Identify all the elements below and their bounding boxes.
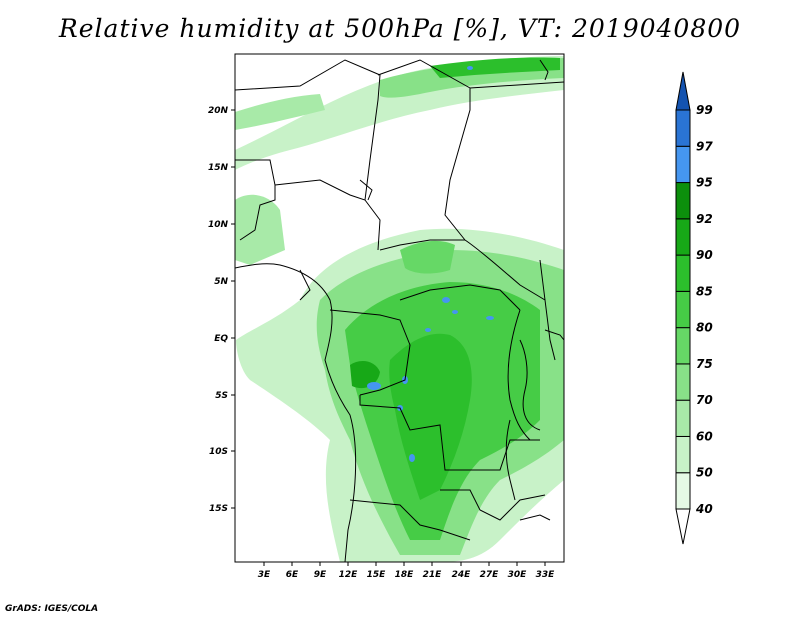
lat-label: 10S bbox=[209, 447, 228, 457]
credit-text: GrADS: IGES/COLA bbox=[5, 604, 99, 614]
lat-label: 5S bbox=[215, 391, 228, 401]
colorbar-label: 95 bbox=[696, 176, 713, 190]
colorbar-label: 70 bbox=[696, 393, 713, 407]
lat-label: 5N bbox=[214, 277, 228, 287]
colorbar-min-triangle bbox=[675, 508, 691, 545]
colorbar-segment bbox=[675, 435, 691, 474]
colorbar-label: 40 bbox=[695, 502, 713, 516]
colorbar-segment bbox=[675, 327, 691, 365]
colorbar-segment bbox=[675, 109, 691, 147]
colorbar-label: 75 bbox=[696, 357, 713, 371]
colorbar-segment bbox=[675, 254, 691, 292]
colorbar-segment bbox=[675, 145, 691, 184]
colorbar-segment bbox=[675, 182, 691, 220]
lon-label: 33E bbox=[536, 570, 556, 580]
humidity-field bbox=[235, 56, 564, 562]
colorbar-label: 50 bbox=[696, 466, 713, 480]
lat-label: 15N bbox=[208, 163, 229, 173]
colorbar-label: 99 bbox=[696, 103, 713, 117]
colorbar-label: 90 bbox=[696, 248, 713, 262]
lon-label: 6E bbox=[286, 570, 299, 580]
colorbar-label: 60 bbox=[696, 429, 713, 443]
lon-axis bbox=[263, 562, 546, 566]
colorbar-segment bbox=[675, 218, 691, 256]
lon-label: 30E bbox=[508, 570, 528, 580]
lat-axis bbox=[231, 109, 235, 509]
colorbar-segment bbox=[675, 290, 691, 329]
colorbar-label: 92 bbox=[696, 212, 713, 226]
colorbar-max-triangle bbox=[675, 71, 691, 111]
country-borders bbox=[235, 59, 564, 562]
lat-label: 20N bbox=[208, 106, 229, 116]
colorbar-label: 97 bbox=[696, 139, 713, 153]
lon-label: 21E bbox=[423, 570, 443, 580]
lon-label: 24E bbox=[452, 570, 472, 580]
lon-label: 27E bbox=[480, 570, 500, 580]
lon-label: 12E bbox=[339, 570, 359, 580]
lon-label: 9E bbox=[314, 570, 327, 580]
colorbar-label: 85 bbox=[696, 284, 713, 298]
colorbar: 40 50 60 70 75 80 85 90 92 95 97 99 bbox=[675, 71, 713, 545]
map-frame bbox=[234, 53, 565, 563]
colorbar-label: 80 bbox=[696, 321, 713, 335]
lon-label: 3E bbox=[258, 570, 271, 580]
lat-label: 15S bbox=[209, 504, 228, 514]
chart-title: Relative humidity at 500hPa [%], VT: 201… bbox=[58, 14, 742, 43]
lat-label: EQ bbox=[214, 334, 228, 344]
colorbar-segment bbox=[675, 399, 691, 437]
colorbar-segment bbox=[675, 472, 691, 510]
lon-label: 15E bbox=[367, 570, 387, 580]
lon-label: 18E bbox=[395, 570, 415, 580]
colorbar-segment bbox=[675, 363, 691, 401]
lat-label: 10N bbox=[208, 220, 229, 230]
